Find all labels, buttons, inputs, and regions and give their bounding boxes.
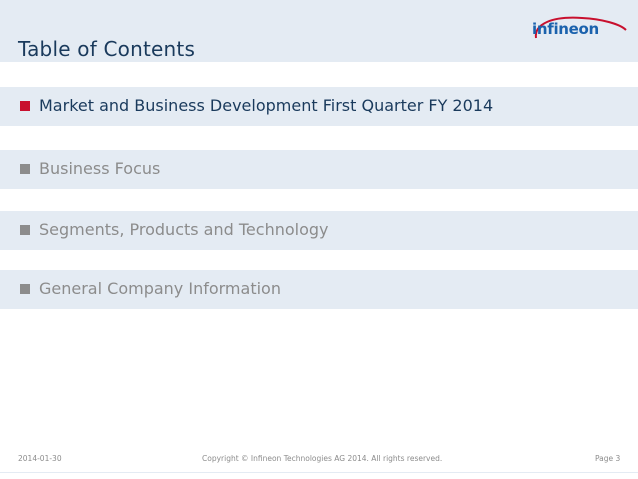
square-bullet-icon	[20, 101, 30, 111]
toc-item-label: Market and Business Development First Qu…	[39, 96, 494, 115]
toc-item-segments[interactable]: Segments, Products and Technology	[0, 211, 638, 250]
slide-header: Table of Contents infineon	[0, 0, 638, 62]
logo-text: infineon	[532, 20, 599, 38]
toc-item-business-focus[interactable]: Business Focus	[0, 150, 638, 189]
footer-divider	[0, 472, 638, 473]
toc-item-label: Business Focus	[39, 159, 161, 178]
square-bullet-icon	[20, 284, 30, 294]
infineon-logo: infineon	[532, 14, 628, 48]
logo-swoosh-icon	[534, 16, 627, 39]
toc-item-company-info[interactable]: General Company Information	[0, 270, 638, 309]
page-title: Table of Contents	[18, 37, 196, 61]
toc-item-market-business[interactable]: Market and Business Development First Qu…	[0, 87, 638, 126]
footer-copyright: Copyright © Infineon Technologies AG 201…	[202, 454, 443, 463]
toc-item-label: General Company Information	[39, 279, 281, 298]
toc-item-label: Segments, Products and Technology	[39, 220, 329, 239]
footer-page-number: Page 3	[595, 454, 621, 463]
footer-date: 2014-01-30	[18, 454, 62, 463]
square-bullet-icon	[20, 164, 30, 174]
square-bullet-icon	[20, 225, 30, 235]
